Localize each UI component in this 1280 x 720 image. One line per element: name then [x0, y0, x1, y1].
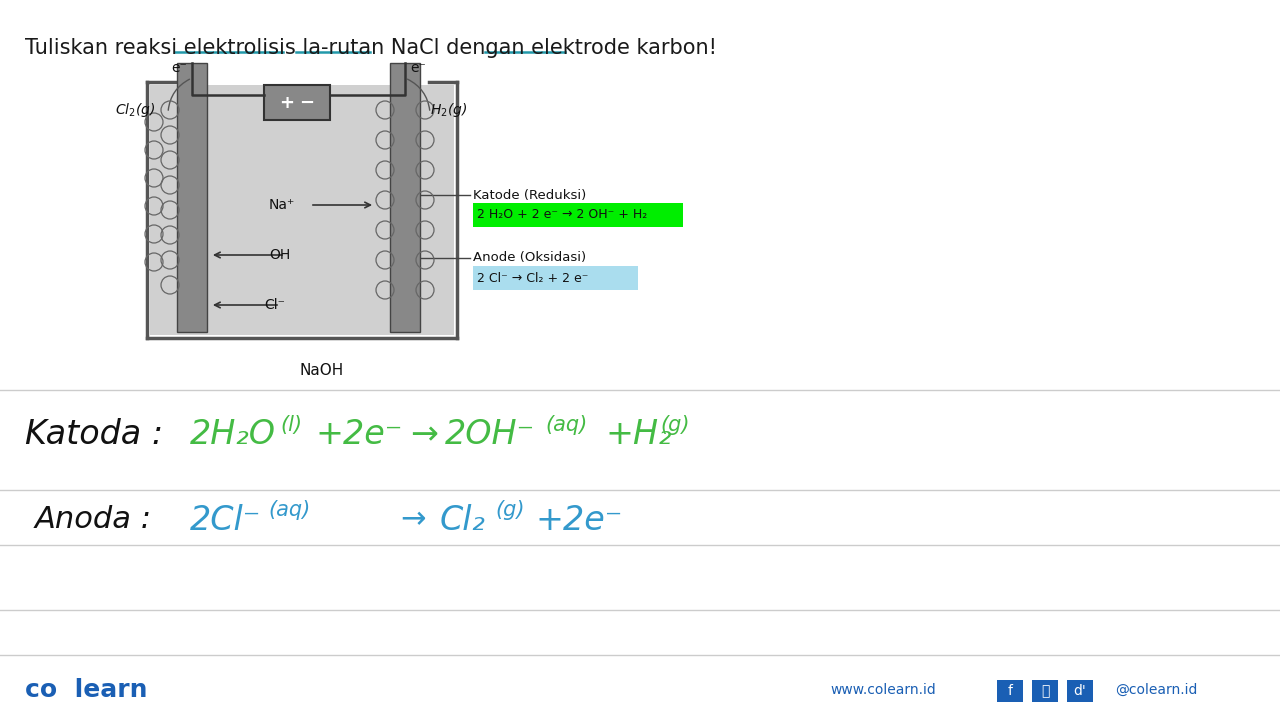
- Text: f: f: [1007, 684, 1012, 698]
- Text: (aq): (aq): [268, 500, 310, 520]
- Text: Na⁺: Na⁺: [269, 198, 294, 212]
- Text: Cl₂: Cl₂: [440, 503, 486, 536]
- Text: +H₂: +H₂: [605, 418, 672, 451]
- Text: →: →: [399, 505, 425, 534]
- Text: @colearn.id: @colearn.id: [1115, 683, 1197, 697]
- Text: H$_2$(g): H$_2$(g): [430, 101, 467, 119]
- Bar: [177, 63, 207, 332]
- Text: −: −: [300, 94, 315, 112]
- Text: d': d': [1074, 684, 1087, 698]
- Text: Anode (Oksidasi): Anode (Oksidasi): [474, 251, 586, 264]
- Bar: [150, 85, 454, 335]
- Text: www.colearn.id: www.colearn.id: [829, 683, 936, 697]
- Text: (g): (g): [660, 415, 690, 435]
- Bar: [1068, 680, 1093, 702]
- Text: +2e⁻: +2e⁻: [315, 418, 402, 451]
- Text: 2OH⁻: 2OH⁻: [445, 418, 535, 451]
- Text: Tuliskan reaksi elektrolisis la-rutan NaCl dengan elektrode karbon!: Tuliskan reaksi elektrolisis la-rutan Na…: [26, 38, 717, 58]
- Text: +2e⁻: +2e⁻: [535, 503, 622, 536]
- Bar: [390, 63, 420, 332]
- Text: 2H₂O: 2H₂O: [189, 418, 276, 451]
- Bar: [474, 266, 637, 290]
- Text: →: →: [410, 418, 438, 451]
- Text: Katoda :: Katoda :: [26, 418, 163, 451]
- FancyBboxPatch shape: [264, 85, 330, 120]
- Bar: [474, 203, 684, 227]
- Text: (aq): (aq): [545, 415, 588, 435]
- Text: Cl⁻: Cl⁻: [264, 298, 285, 312]
- Text: 2Cl⁻: 2Cl⁻: [189, 503, 261, 536]
- Bar: [1032, 680, 1059, 702]
- Text: (l): (l): [280, 415, 302, 435]
- Text: co  learn: co learn: [26, 678, 147, 702]
- Text: Anoda :: Anoda :: [35, 505, 152, 534]
- Bar: [997, 680, 1023, 702]
- Text: +: +: [279, 94, 294, 112]
- Text: NaOH: NaOH: [300, 363, 344, 378]
- Text: e⁻: e⁻: [172, 61, 187, 75]
- Text: OH: OH: [269, 248, 291, 262]
- Text: 2 Cl⁻ → Cl₂ + 2 e⁻: 2 Cl⁻ → Cl₂ + 2 e⁻: [477, 271, 589, 284]
- Text: Katode (Reduksi): Katode (Reduksi): [474, 189, 586, 202]
- Text: ⓞ: ⓞ: [1041, 684, 1050, 698]
- Text: 2 H₂O + 2 e⁻ → 2 OH⁻ + H₂: 2 H₂O + 2 e⁻ → 2 OH⁻ + H₂: [477, 209, 648, 222]
- Text: (g): (g): [495, 500, 525, 520]
- Text: Cl$_2$(g): Cl$_2$(g): [114, 101, 155, 119]
- Text: e⁻: e⁻: [410, 61, 426, 75]
